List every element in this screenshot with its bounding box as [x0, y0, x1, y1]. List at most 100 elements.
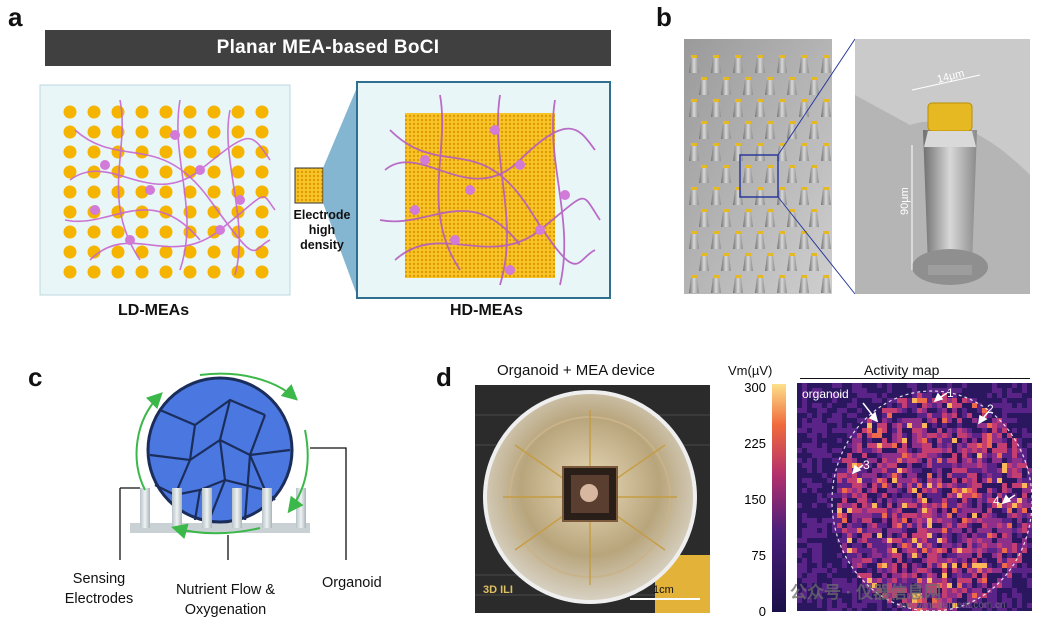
activity-pixel	[827, 478, 832, 483]
zoom-pillar	[923, 130, 977, 265]
ld-electrode	[255, 245, 269, 259]
activity-pixel	[1002, 403, 1007, 408]
activity-pixel	[832, 418, 837, 423]
activity-pixel	[912, 408, 917, 413]
activity-pixel	[927, 483, 932, 488]
activity-pixel	[842, 548, 847, 553]
activity-pixel	[1002, 438, 1007, 443]
activity-pixel	[837, 518, 842, 523]
activity-pixel	[952, 438, 957, 443]
activity-pixel	[867, 458, 872, 463]
activity-pixel	[957, 583, 962, 588]
activity-pixel	[907, 418, 912, 423]
sem-pillar	[711, 275, 721, 293]
activity-pixel	[937, 553, 942, 558]
ld-electrode	[231, 165, 245, 179]
activity-pixel	[927, 503, 932, 508]
activity-pixel	[807, 468, 812, 473]
activity-pixel	[802, 533, 807, 538]
sem-pillar	[799, 275, 809, 293]
activity-pixel	[897, 558, 902, 563]
activity-pixel	[927, 603, 932, 608]
sensing-line-2: Electrodes	[64, 591, 134, 607]
activity-pixel	[1002, 533, 1007, 538]
activity-pixel	[1017, 598, 1022, 603]
ld-electrode	[255, 185, 269, 199]
sem-pillar	[711, 231, 721, 249]
activity-pixel	[952, 473, 957, 478]
activity-pixel	[847, 428, 852, 433]
activity-pixel	[862, 518, 867, 523]
sem-pillar	[777, 275, 787, 293]
activity-pixel	[962, 588, 967, 593]
activity-pixel	[982, 603, 987, 608]
activity-pixel	[902, 528, 907, 533]
activity-pixel	[897, 573, 902, 578]
activity-pixel	[807, 483, 812, 488]
activity-pixel	[932, 458, 937, 463]
activity-pixel	[947, 588, 952, 593]
sem-pillar	[699, 121, 709, 139]
activity-pixel	[927, 418, 932, 423]
activity-pixel	[1012, 438, 1017, 443]
activity-pixel	[887, 463, 892, 468]
activity-pixel	[952, 508, 957, 513]
activity-pixel	[1017, 508, 1022, 513]
activity-pixel	[977, 563, 982, 568]
activity-pixel	[837, 553, 842, 558]
activity-pixel	[807, 433, 812, 438]
activity-pixel	[937, 578, 942, 583]
activity-pixel	[912, 453, 917, 458]
activity-pixel	[927, 453, 932, 458]
activity-pixel	[1002, 483, 1007, 488]
activity-pixel	[977, 568, 982, 573]
activity-pixel	[932, 583, 937, 588]
activity-pixel	[957, 388, 962, 393]
activity-pixel	[877, 523, 882, 528]
activity-pixel	[927, 443, 932, 448]
activity-pixel	[972, 478, 977, 483]
zoom-electrode-tip	[927, 102, 973, 132]
activity-pixel	[1012, 608, 1017, 611]
activity-pixel	[877, 548, 882, 553]
activity-pixel	[997, 608, 1002, 611]
colorbar-tick-150: 150	[744, 492, 766, 507]
activity-pixel	[922, 498, 927, 503]
activity-pixel	[962, 413, 967, 418]
activity-pixel	[927, 458, 932, 463]
activity-pixel	[837, 413, 842, 418]
activity-pixel	[987, 408, 992, 413]
activity-pixel	[932, 478, 937, 483]
activity-pixel	[907, 478, 912, 483]
activity-pixel	[912, 523, 917, 528]
panel-b-sem: 14µm 90µm	[684, 38, 1030, 295]
activity-pixel	[907, 553, 912, 558]
activity-pixel	[942, 563, 947, 568]
ld-electrode	[183, 245, 197, 259]
activity-pixel	[927, 548, 932, 553]
activity-pixel	[952, 428, 957, 433]
activity-pixel	[982, 463, 987, 468]
activity-pixel	[937, 428, 942, 433]
ld-electrode	[255, 105, 269, 119]
activity-pixel	[922, 438, 927, 443]
activity-pixel	[1007, 408, 1012, 413]
activity-pixel	[892, 538, 897, 543]
activity-pixel	[862, 583, 867, 588]
activity-pixel	[837, 428, 842, 433]
sensing-line-1: Sensing	[72, 571, 126, 587]
activity-pixel	[862, 493, 867, 498]
activity-pixel	[992, 453, 997, 458]
activity-pixel	[952, 568, 957, 573]
activity-pixel	[997, 583, 1002, 588]
sem-pillar	[711, 99, 721, 117]
activity-pixel	[1007, 448, 1012, 453]
sem-pillar	[765, 209, 775, 227]
activity-pixel	[892, 443, 897, 448]
activity-pixel	[927, 463, 932, 468]
activity-pixel	[997, 553, 1002, 558]
activity-pixel	[832, 398, 837, 403]
activity-pixel	[817, 428, 822, 433]
activity-pixel	[887, 528, 892, 533]
ld-electrode-grid	[63, 105, 269, 279]
